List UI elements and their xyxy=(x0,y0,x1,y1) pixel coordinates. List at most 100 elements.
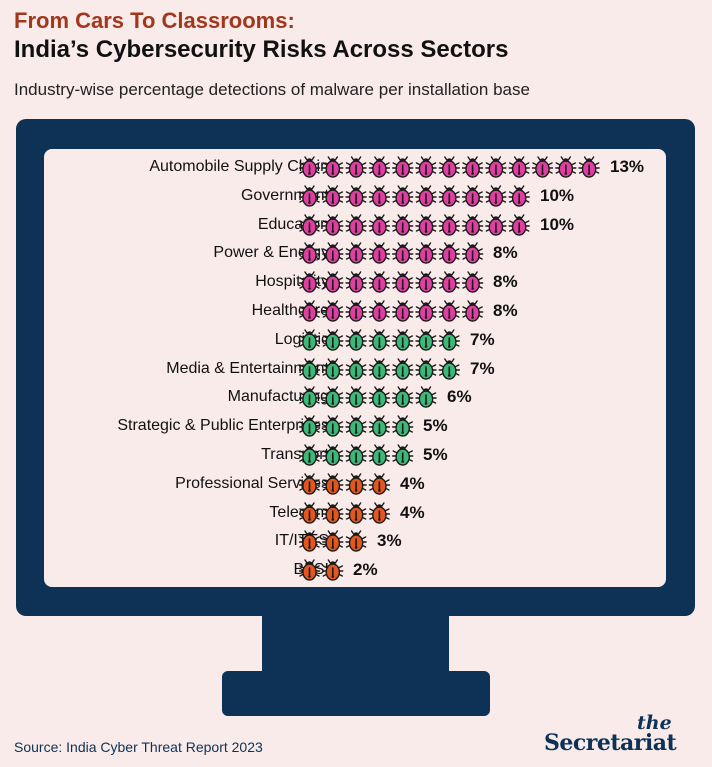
bug-icon xyxy=(415,329,437,351)
bug-icon xyxy=(555,156,577,178)
chart-row: BFSI2% xyxy=(44,558,666,584)
bug-icon-bar xyxy=(299,213,530,236)
bug-icon xyxy=(391,329,414,351)
bug-icon xyxy=(415,357,437,380)
bug-icon xyxy=(461,271,484,293)
bug-icon xyxy=(508,156,530,178)
chart-row: Media & Entertainment 7% xyxy=(44,357,666,383)
bug-icon xyxy=(368,444,391,466)
bug-icon xyxy=(485,185,507,207)
bug-icon xyxy=(345,329,367,351)
bug-icon xyxy=(578,156,600,178)
bug-icon xyxy=(415,271,437,293)
chart-row: IT/ITES 3% xyxy=(44,529,666,555)
chart-row: Healthcare 8% xyxy=(44,299,666,325)
bug-icon xyxy=(299,501,321,524)
value-label: 13% xyxy=(610,157,645,176)
bug-icon xyxy=(299,213,321,236)
bug-icon xyxy=(299,156,321,178)
bug-icon xyxy=(438,242,461,265)
bug-icon xyxy=(461,185,484,207)
bug-icon xyxy=(299,559,321,581)
chart-subtitle: Industry-wise percentage detections of m… xyxy=(14,80,530,99)
value-label: 6% xyxy=(447,387,472,407)
bug-icon xyxy=(391,271,414,293)
value-label: 8% xyxy=(493,272,518,292)
chart-row: Logistic 7% xyxy=(44,328,666,354)
chart-row: Education 10% xyxy=(44,213,666,239)
bug-icon xyxy=(461,300,484,322)
bug-icon xyxy=(345,271,367,293)
value-label: 10% xyxy=(540,185,575,205)
chart-row: Government 10% xyxy=(44,184,666,210)
value-label: 5% xyxy=(423,445,448,464)
category-label: Strategic & Public Enterprises xyxy=(117,417,329,435)
category-label: Power & Energy xyxy=(213,244,329,262)
bug-icon xyxy=(368,156,391,178)
bug-icon xyxy=(322,530,344,553)
bug-icon xyxy=(345,300,367,322)
category-label: Professional Services xyxy=(175,474,329,492)
bug-icon-bar xyxy=(299,156,600,178)
bug-icon xyxy=(391,185,414,207)
category-label: Automobile Supply Chain xyxy=(149,158,329,175)
monitor-neck xyxy=(262,614,449,672)
bug-icon xyxy=(322,501,344,524)
chart-row: Hospitality 8% xyxy=(44,270,666,296)
bug-icon-bar xyxy=(299,185,530,207)
bug-icon xyxy=(461,213,484,236)
value-label: 8% xyxy=(493,243,518,263)
bug-icon xyxy=(508,185,530,207)
bug-icon xyxy=(461,242,484,265)
bug-icon xyxy=(438,300,461,322)
bug-icon-bar xyxy=(299,357,461,380)
brand-logo-the: the xyxy=(637,712,672,734)
value-label: 3% xyxy=(377,531,402,551)
bug-icon xyxy=(322,213,344,236)
bug-icon xyxy=(368,329,391,351)
value-label: 8% xyxy=(493,301,518,320)
bug-icon xyxy=(322,185,344,207)
bug-icon xyxy=(438,213,461,236)
bug-icon xyxy=(299,415,321,437)
bug-icon xyxy=(415,386,437,409)
bug-icon xyxy=(322,156,344,178)
value-label: 10% xyxy=(540,214,575,234)
value-label: 7% xyxy=(470,358,495,378)
bug-icon-bar xyxy=(299,559,344,581)
bug-icon xyxy=(322,415,344,437)
bug-icon xyxy=(391,300,414,322)
chart-kicker: From Cars To Classrooms: xyxy=(14,8,295,33)
brand-logo-name: Secretariat xyxy=(544,730,677,756)
bug-icon xyxy=(345,156,367,178)
bug-icon xyxy=(345,415,367,437)
value-label: 5% xyxy=(423,416,448,436)
bug-icon xyxy=(438,156,461,178)
bug-icon xyxy=(415,185,437,207)
chart-row: Telecom 4% xyxy=(44,501,666,527)
bug-icon-bar xyxy=(299,473,391,495)
bug-icon xyxy=(391,444,414,466)
bug-icon xyxy=(345,213,367,236)
bug-icon xyxy=(415,300,437,322)
bug-icon xyxy=(299,185,321,207)
bug-icon xyxy=(485,156,507,178)
bug-icon xyxy=(299,271,321,293)
chart-row: Professional Services 4% xyxy=(44,472,666,498)
bug-icon-bar xyxy=(299,530,367,553)
bug-icon xyxy=(391,357,414,380)
bug-icon-bar xyxy=(299,300,484,322)
value-label: 7% xyxy=(470,329,495,349)
bug-icon-bar xyxy=(299,444,414,466)
bug-icon xyxy=(322,300,344,322)
bug-icon xyxy=(322,242,344,265)
bug-icon xyxy=(322,559,344,581)
bug-icon xyxy=(391,242,414,265)
bug-icon xyxy=(345,242,367,265)
chart-row: Automobile Supply Chain 13% xyxy=(44,155,666,181)
chart-row: Manufacturing 6% xyxy=(44,385,666,411)
bug-icon xyxy=(345,501,367,524)
bug-icon xyxy=(461,156,484,178)
bug-icon xyxy=(391,156,414,178)
bug-icon xyxy=(438,185,461,207)
